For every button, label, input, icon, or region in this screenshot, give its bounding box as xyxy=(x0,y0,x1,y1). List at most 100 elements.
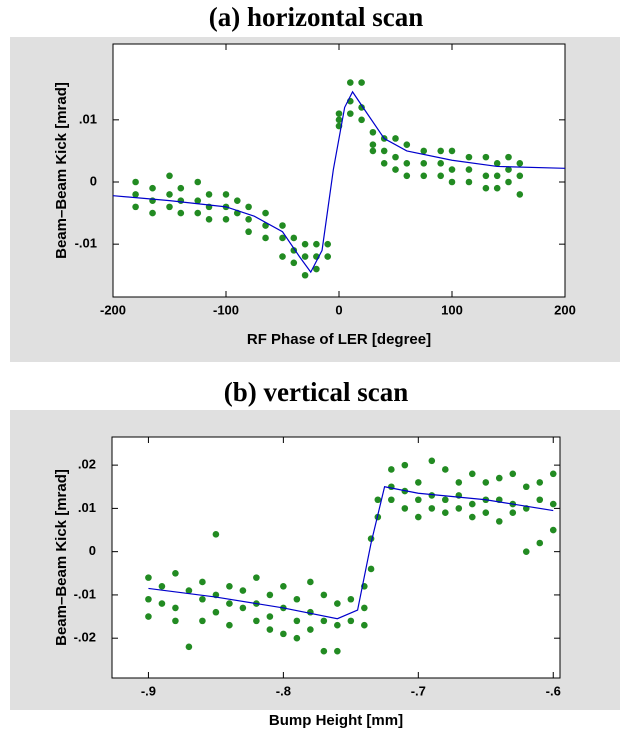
data-point xyxy=(199,617,206,625)
data-point xyxy=(293,634,301,642)
data-point xyxy=(145,574,152,581)
data-point xyxy=(185,643,193,651)
data-point xyxy=(403,172,411,180)
x-tick-label: -.8 xyxy=(276,683,291,698)
data-point xyxy=(262,234,269,242)
y-tick-label: .01 xyxy=(79,111,97,126)
data-point xyxy=(266,613,274,620)
data-point xyxy=(222,215,230,223)
data-point xyxy=(347,617,355,625)
data-point xyxy=(401,505,409,512)
data-point xyxy=(226,582,233,590)
data-point xyxy=(301,240,309,248)
data-point xyxy=(495,474,503,482)
data-point xyxy=(505,166,512,173)
x-tick-label: -.7 xyxy=(411,683,426,698)
data-point xyxy=(266,626,274,633)
data-point xyxy=(245,228,252,236)
data-point xyxy=(369,147,377,155)
data-point xyxy=(401,461,409,469)
y-axis-label: Beam–Beam Kick [mrad] xyxy=(53,469,70,646)
y-tick-label: -.02 xyxy=(74,630,96,645)
data-point xyxy=(234,197,241,204)
data-point xyxy=(388,466,395,473)
x-tick-label: 200 xyxy=(554,302,576,317)
data-point xyxy=(369,141,377,149)
data-point xyxy=(132,191,139,198)
data-point xyxy=(253,617,260,625)
data-point xyxy=(361,604,368,612)
data-point xyxy=(493,184,501,192)
data-point xyxy=(205,215,213,223)
data-point xyxy=(279,234,286,242)
data-point xyxy=(468,513,476,521)
data-point xyxy=(158,582,166,590)
data-point xyxy=(347,110,354,117)
fit-line xyxy=(112,90,566,274)
data-point xyxy=(172,617,179,625)
data-point xyxy=(493,172,501,180)
data-point xyxy=(320,647,328,655)
x-tick-label: -.6 xyxy=(546,683,561,698)
data-point xyxy=(505,153,512,161)
data-point xyxy=(320,591,328,599)
data-point xyxy=(380,160,388,167)
data-point xyxy=(482,509,490,517)
data-point xyxy=(266,591,274,599)
data-point xyxy=(301,271,309,279)
data-point xyxy=(279,222,286,229)
data-point xyxy=(455,479,463,486)
data-point xyxy=(392,135,399,142)
data-point xyxy=(415,513,422,521)
fit-line xyxy=(148,486,554,620)
data-point xyxy=(226,600,233,607)
data-point xyxy=(301,253,309,260)
data-point xyxy=(358,79,365,86)
data-point xyxy=(415,496,422,504)
data-point xyxy=(226,621,233,629)
data-point xyxy=(420,147,428,155)
data-point xyxy=(347,79,354,86)
chart-title: (b) vertical scan xyxy=(224,377,408,407)
data-point xyxy=(495,518,503,525)
data-point xyxy=(166,172,173,180)
data-point xyxy=(324,240,332,248)
data-point xyxy=(324,253,332,260)
data-point xyxy=(358,104,365,111)
data-point xyxy=(428,492,436,499)
data-point xyxy=(536,496,544,504)
data-point xyxy=(293,617,301,625)
data-point xyxy=(468,500,476,508)
data-point xyxy=(149,197,156,204)
data-point xyxy=(212,531,220,538)
x-tick-label: 100 xyxy=(441,302,463,317)
data-point xyxy=(516,172,524,180)
data-point xyxy=(448,178,456,186)
data-point xyxy=(177,184,185,192)
data-point xyxy=(482,184,490,192)
data-point xyxy=(158,600,166,607)
data-point xyxy=(536,479,544,486)
data-point xyxy=(177,197,185,204)
data-point xyxy=(358,116,365,124)
data-point xyxy=(313,265,320,273)
data-point xyxy=(428,505,436,512)
y-tick-label: .01 xyxy=(78,500,96,515)
data-point xyxy=(307,608,314,616)
data-point xyxy=(509,509,517,517)
data-point xyxy=(212,608,220,616)
data-point xyxy=(166,203,173,211)
data-point xyxy=(253,574,260,581)
data-point xyxy=(465,166,473,173)
y-tick-label: 0 xyxy=(90,173,97,188)
plot-area xyxy=(111,436,561,679)
x-tick-label: -.9 xyxy=(141,683,156,698)
data-point xyxy=(145,613,152,620)
data-point xyxy=(536,539,544,547)
data-point xyxy=(199,578,206,586)
data-point xyxy=(347,595,355,603)
y-tick-label: -.01 xyxy=(75,236,97,251)
x-axis-label: Bump Height [mm] xyxy=(269,712,403,729)
data-point xyxy=(149,209,156,217)
